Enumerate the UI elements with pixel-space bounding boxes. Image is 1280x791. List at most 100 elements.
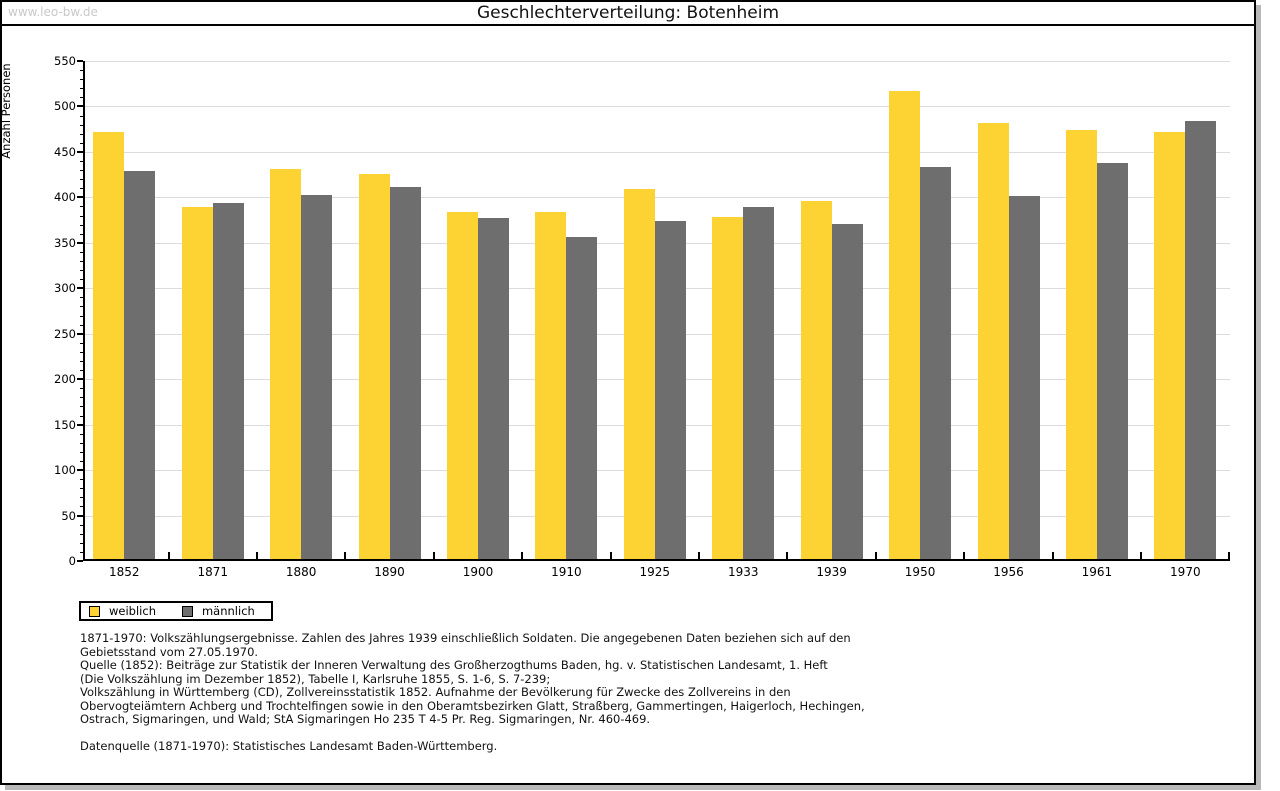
y-tick-label: 250 — [54, 326, 76, 341]
y-tick-minor — [80, 479, 83, 481]
y-tick-minor — [80, 261, 83, 262]
footer-line: Obervogteiämtern Achberg und Trochtelfin… — [80, 698, 865, 713]
y-tick-major — [77, 287, 83, 290]
y-tick-minor — [80, 215, 83, 217]
bar-weiblich-1933 — [712, 217, 744, 559]
legend-swatch-icon — [181, 605, 193, 617]
bar-männlich-1890 — [389, 187, 421, 559]
y-tick-minor — [80, 70, 83, 72]
bar-weiblich-1852 — [93, 131, 125, 559]
y-tick-label: 300 — [54, 281, 76, 296]
y-tick-label: 200 — [54, 372, 76, 387]
footer-line: Quelle (1852): Beiträge zur Statistik de… — [80, 658, 828, 672]
x-boundary-tick — [432, 552, 435, 559]
y-tick-major — [77, 150, 83, 153]
y-tick-label: 100 — [54, 463, 76, 478]
x-boundary-tick — [1051, 552, 1054, 559]
x-tick-label: 1871 — [197, 565, 228, 579]
x-boundary-tick — [786, 552, 789, 559]
y-tick-minor — [80, 542, 83, 544]
bar-männlich-1933 — [743, 207, 775, 559]
x-boundary-tick — [963, 552, 966, 559]
y-tick-label: 350 — [54, 235, 76, 250]
footer-line: Ostrach, Sigmaringen, und Wald; StA Sigm… — [80, 712, 651, 726]
x-tick-label: 1890 — [374, 565, 405, 579]
y-tick-minor — [80, 315, 83, 317]
bar-männlich-1852 — [124, 170, 156, 559]
y-tick-minor — [80, 388, 83, 390]
bar-männlich-1961 — [1096, 162, 1128, 559]
bar-weiblich-1950 — [889, 90, 921, 559]
legend: weiblich männlich — [79, 601, 273, 621]
y-tick-minor — [80, 361, 83, 362]
legend-label: männlich — [201, 604, 255, 618]
bar-männlich-1970 — [1185, 120, 1217, 559]
y-tick-minor — [80, 251, 83, 253]
y-tick-minor — [80, 270, 83, 272]
x-boundary-tick — [167, 552, 170, 559]
x-tick-label: 1880 — [285, 565, 317, 579]
bar-weiblich-1925 — [623, 189, 655, 559]
y-tick-major — [77, 332, 83, 335]
y-tick-minor — [80, 133, 83, 135]
y-tick-label: 550 — [54, 54, 76, 68]
y-tick-major — [77, 423, 83, 426]
bar-männlich-1900 — [477, 218, 509, 559]
y-tick-label: 400 — [54, 190, 76, 205]
y-tick-label: 0 — [68, 554, 76, 568]
y-tick-major — [77, 469, 83, 472]
bar-männlich-1956 — [1008, 196, 1040, 559]
footer-line: Volkszählung in Württemberg (CD), Zollve… — [80, 685, 791, 699]
y-tick-minor — [80, 406, 83, 408]
y-tick-major — [77, 514, 83, 517]
y-tick-minor — [80, 206, 83, 208]
legend-label: weiblich — [109, 604, 156, 618]
y-tick-minor — [80, 488, 83, 490]
bar-weiblich-1970 — [1154, 131, 1186, 559]
gridline-400 — [85, 197, 1230, 199]
x-boundary-tick — [874, 552, 877, 559]
bar-männlich-1939 — [831, 224, 863, 559]
y-tick-minor — [80, 97, 83, 99]
y-tick-minor — [80, 442, 83, 444]
x-tick-label: 1961 — [1081, 565, 1113, 579]
gridline-450 — [85, 151, 1230, 153]
chart-title: Geschlechterverteilung: Botenheim — [476, 3, 780, 23]
bar-weiblich-1910 — [535, 211, 567, 559]
y-tick-minor — [80, 461, 83, 462]
y-tick-minor — [80, 533, 83, 535]
bar-weiblich-1890 — [358, 173, 390, 559]
x-tick-label: 1852 — [109, 565, 140, 579]
gridline-500 — [85, 106, 1230, 108]
x-boundary-tick — [1140, 552, 1143, 559]
y-tick-minor — [80, 306, 83, 308]
x-boundary-tick — [698, 552, 701, 559]
y-tick-minor — [80, 161, 83, 162]
x-tick-label: 1910 — [551, 565, 582, 579]
bar-männlich-1910 — [566, 237, 598, 559]
y-tick-major — [77, 378, 83, 381]
y-tick-label: 50 — [61, 508, 76, 523]
bar-weiblich-1871 — [181, 207, 213, 559]
footer-line: (Die Volkszählung im Dezember 1852), Tab… — [80, 671, 551, 686]
y-tick-major — [77, 196, 83, 199]
x-tick-label: 1900 — [462, 565, 494, 579]
x-boundary-tick — [255, 552, 258, 559]
footer-line: Gebietsstand vom 27.05.1970. — [80, 644, 259, 659]
y-tick-minor — [80, 179, 83, 181]
legend-swatch-icon — [89, 605, 100, 617]
x-tick-label: 1933 — [727, 565, 759, 579]
y-tick-minor — [80, 397, 83, 399]
plot-area — [83, 61, 1230, 561]
legend-item-weiblich: weiblich — [89, 604, 156, 618]
y-tick-minor — [80, 506, 83, 508]
x-boundary-tick — [344, 552, 347, 559]
watermark: www.leo-bw.de — [8, 5, 98, 19]
y-tick-label: 450 — [54, 144, 76, 159]
footer-line: Datenquelle (1871-1970): Statistisches L… — [80, 739, 498, 753]
y-tick-minor — [80, 342, 83, 344]
gridline-550 — [85, 61, 1230, 62]
y-tick-minor — [80, 279, 83, 281]
x-tick-label: 1950 — [904, 565, 936, 579]
